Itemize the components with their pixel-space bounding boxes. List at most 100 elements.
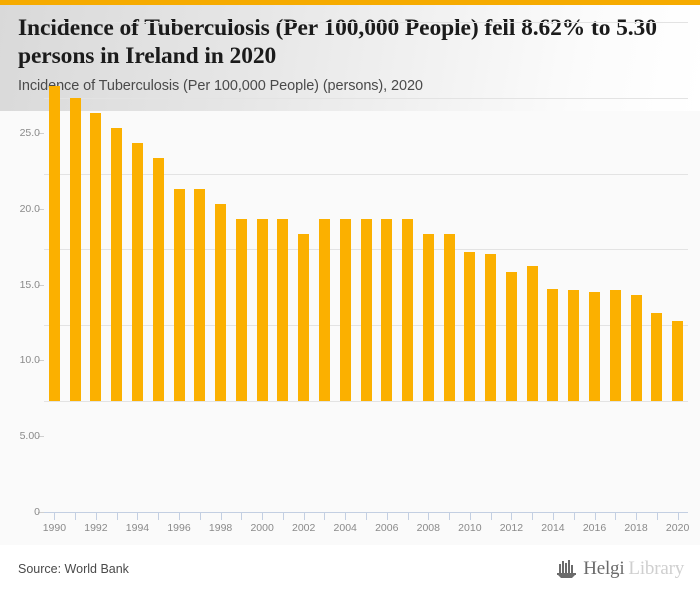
x-axis-tick [282,513,284,520]
plot-area [44,22,688,402]
x-axis-tick-label: 2018 [624,522,648,534]
logo-text-secondary: Library [628,558,684,579]
y-axis-tick-label: 25.0 [19,127,40,139]
bar[interactable] [672,320,684,401]
y-axis-tick-label: 0 [34,506,40,518]
bar[interactable] [526,266,538,401]
x-axis-tick [469,513,471,520]
bar[interactable] [235,219,247,401]
x-axis-tick-label: 2020 [665,522,690,534]
x-axis-tick [532,513,534,520]
helgi-library-logo[interactable]: Helgi Library [556,558,684,580]
x-axis-tick [220,513,222,520]
chart-footer: Source: World Bank Helgi Library [0,545,700,596]
y-axis-tick: 15.0 [20,279,688,291]
x-axis-tick-label: 2004 [333,522,357,534]
x-axis-tick [137,513,139,520]
x-axis-tick [573,513,575,520]
bar[interactable] [48,85,60,401]
source-label: Source: World Bank [18,562,129,576]
x-axis-tick [116,513,118,520]
x-axis-tick [428,513,430,520]
y-axis-tick: 20.0 [20,203,688,215]
x-axis-tick-label: 2002 [291,522,316,534]
bar[interactable] [443,234,455,401]
bar[interactable] [256,219,268,401]
bar[interactable] [360,219,372,401]
x-axis-tick-label: 2006 [375,522,399,534]
x-axis-tick [656,513,658,520]
bar[interactable] [568,290,580,401]
x-axis-tick [179,513,181,520]
x-axis-tick-label: 2012 [499,522,524,534]
bar[interactable] [318,219,330,401]
x-axis-tick [199,513,201,520]
x-axis-tick [407,513,409,520]
bar[interactable] [381,219,393,401]
bar[interactable] [131,143,143,401]
bar[interactable] [464,252,476,401]
y-axis-tick: 0 [34,506,688,518]
x-axis-tick [54,513,56,520]
bar[interactable] [194,188,206,401]
gridline [44,173,688,175]
x-axis-tick [324,513,326,520]
bar[interactable] [485,253,497,401]
x-axis-tick [552,513,554,520]
x-axis-tick-label: 2014 [541,522,565,534]
bar[interactable] [152,158,164,401]
y-axis-tick-label: 10.0 [19,354,40,367]
y-axis-tick: 5.00 [20,430,688,442]
x-axis-tick-label: 1992 [84,522,108,534]
x-axis-tick [594,513,596,520]
y-axis-tick-label: 15.0 [19,278,40,291]
y-tick-mark [38,360,44,362]
bar[interactable] [69,97,81,401]
x-axis-tick [449,513,451,520]
gridline [44,401,688,402]
helgi-library-mark-icon [557,560,577,578]
x-axis-tick-label: 2016 [582,522,607,534]
bar[interactable] [630,294,642,401]
x-axis-tick-label: 2008 [416,522,440,534]
x-axis-tick [677,513,679,520]
x-axis-tick-label: 1994 [125,522,150,534]
bar[interactable] [215,203,227,401]
bar[interactable] [651,313,663,401]
bar[interactable] [547,288,559,401]
bar[interactable] [402,219,414,401]
x-axis-tick [490,513,492,520]
y-tick-mark [38,284,44,286]
gridline [44,97,688,99]
bar[interactable] [298,234,310,401]
bar[interactable] [111,128,123,401]
x-axis-tick [158,513,160,520]
x-axis-tick-label: 2000 [250,522,274,534]
bar[interactable] [173,188,185,401]
chart-subtitle: Incidence of Tuberculosis (Per 100,000 P… [18,78,423,94]
bar[interactable] [277,219,289,401]
y-axis-tick: 25.0 [20,127,688,139]
x-axis-tick-label: 1990 [42,522,67,534]
y-axis-tick-label: 20.0 [19,202,40,215]
x-axis-tick-label: 1998 [208,522,233,534]
bar[interactable] [589,291,601,401]
x-axis-tick [386,513,388,520]
page-title: Incidence of Tuberculosis (Per 100,000 P… [18,15,657,69]
bar[interactable] [609,290,621,401]
x-axis-tick [262,513,264,520]
bar[interactable] [339,219,351,401]
x-axis-tick [241,513,243,520]
gridline [44,22,688,23]
x-axis-tick [615,513,617,520]
bar-series [44,22,688,401]
x-axis-tick-label: 1996 [167,522,191,534]
y-axis-tick-label: 5.00 [19,430,40,443]
x-axis-tick [636,513,638,520]
x-axis-tick [75,513,77,520]
bar[interactable] [422,234,434,401]
bar[interactable] [90,112,102,401]
bar[interactable] [505,272,517,401]
y-tick-mark [38,133,44,134]
x-axis-tick [303,513,305,520]
